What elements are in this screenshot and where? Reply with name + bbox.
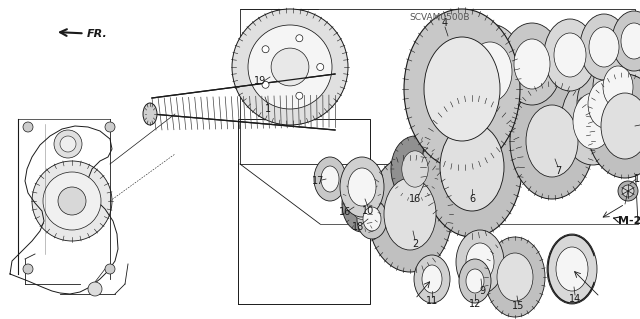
Ellipse shape xyxy=(612,11,640,71)
Text: FR.: FR. xyxy=(60,29,108,39)
Text: M-2: M-2 xyxy=(618,216,640,226)
Ellipse shape xyxy=(455,24,525,120)
Ellipse shape xyxy=(43,172,101,230)
Ellipse shape xyxy=(368,156,452,272)
Text: 9: 9 xyxy=(479,286,485,296)
Ellipse shape xyxy=(54,130,82,158)
Circle shape xyxy=(317,63,324,70)
Circle shape xyxy=(262,46,269,53)
Ellipse shape xyxy=(544,19,596,91)
Ellipse shape xyxy=(271,48,309,86)
Ellipse shape xyxy=(402,151,428,187)
Ellipse shape xyxy=(618,181,638,201)
Text: 4: 4 xyxy=(442,18,448,28)
Ellipse shape xyxy=(601,93,640,159)
Ellipse shape xyxy=(622,185,634,197)
Ellipse shape xyxy=(587,74,640,178)
Circle shape xyxy=(296,35,303,42)
Ellipse shape xyxy=(404,9,520,169)
Text: 11: 11 xyxy=(426,296,438,306)
Ellipse shape xyxy=(60,136,76,152)
Ellipse shape xyxy=(466,269,484,293)
Ellipse shape xyxy=(422,265,442,293)
Ellipse shape xyxy=(577,66,633,142)
Ellipse shape xyxy=(485,237,545,317)
Ellipse shape xyxy=(391,136,439,202)
Text: 17: 17 xyxy=(312,176,324,186)
Ellipse shape xyxy=(588,80,622,128)
Circle shape xyxy=(88,282,102,296)
Circle shape xyxy=(296,92,303,99)
Ellipse shape xyxy=(573,93,613,149)
Text: 14: 14 xyxy=(569,294,581,304)
Ellipse shape xyxy=(468,42,512,102)
Text: 18: 18 xyxy=(352,222,364,232)
Text: 16: 16 xyxy=(339,207,351,217)
Ellipse shape xyxy=(603,66,633,108)
Ellipse shape xyxy=(561,77,625,165)
Text: 16: 16 xyxy=(409,194,421,204)
Ellipse shape xyxy=(459,259,491,303)
Text: 1: 1 xyxy=(265,104,271,114)
Ellipse shape xyxy=(357,199,387,239)
Ellipse shape xyxy=(424,37,500,141)
Ellipse shape xyxy=(32,161,112,241)
Ellipse shape xyxy=(502,23,562,105)
Ellipse shape xyxy=(351,189,373,219)
Ellipse shape xyxy=(593,53,640,121)
Ellipse shape xyxy=(589,27,619,67)
Ellipse shape xyxy=(440,123,504,211)
Text: 12: 12 xyxy=(469,299,481,309)
Ellipse shape xyxy=(348,168,376,206)
Ellipse shape xyxy=(340,157,384,217)
Circle shape xyxy=(105,122,115,132)
Ellipse shape xyxy=(456,230,504,294)
Ellipse shape xyxy=(514,39,550,89)
Text: 15: 15 xyxy=(512,301,524,311)
Text: 2: 2 xyxy=(412,239,418,249)
Ellipse shape xyxy=(58,187,86,215)
Ellipse shape xyxy=(248,25,332,109)
Ellipse shape xyxy=(384,178,436,250)
Ellipse shape xyxy=(497,253,533,301)
Ellipse shape xyxy=(621,23,640,59)
Text: 6: 6 xyxy=(469,194,475,204)
Circle shape xyxy=(262,81,269,88)
Ellipse shape xyxy=(422,97,522,237)
Ellipse shape xyxy=(143,103,157,125)
Ellipse shape xyxy=(554,33,586,77)
Circle shape xyxy=(23,122,33,132)
Ellipse shape xyxy=(580,14,628,80)
Text: SCVAM0500B: SCVAM0500B xyxy=(410,12,470,21)
Ellipse shape xyxy=(232,9,348,125)
Ellipse shape xyxy=(526,105,578,177)
Text: 13: 13 xyxy=(634,174,640,184)
Text: 19: 19 xyxy=(254,76,266,86)
Ellipse shape xyxy=(556,247,588,291)
Ellipse shape xyxy=(414,255,450,303)
Ellipse shape xyxy=(363,207,381,231)
Ellipse shape xyxy=(466,243,494,281)
Ellipse shape xyxy=(321,166,339,192)
Circle shape xyxy=(105,264,115,274)
Circle shape xyxy=(23,264,33,274)
Text: 10: 10 xyxy=(362,206,374,216)
Ellipse shape xyxy=(342,176,382,232)
Ellipse shape xyxy=(510,83,594,199)
Text: 7: 7 xyxy=(555,166,561,176)
Ellipse shape xyxy=(547,234,597,304)
Ellipse shape xyxy=(314,157,346,201)
